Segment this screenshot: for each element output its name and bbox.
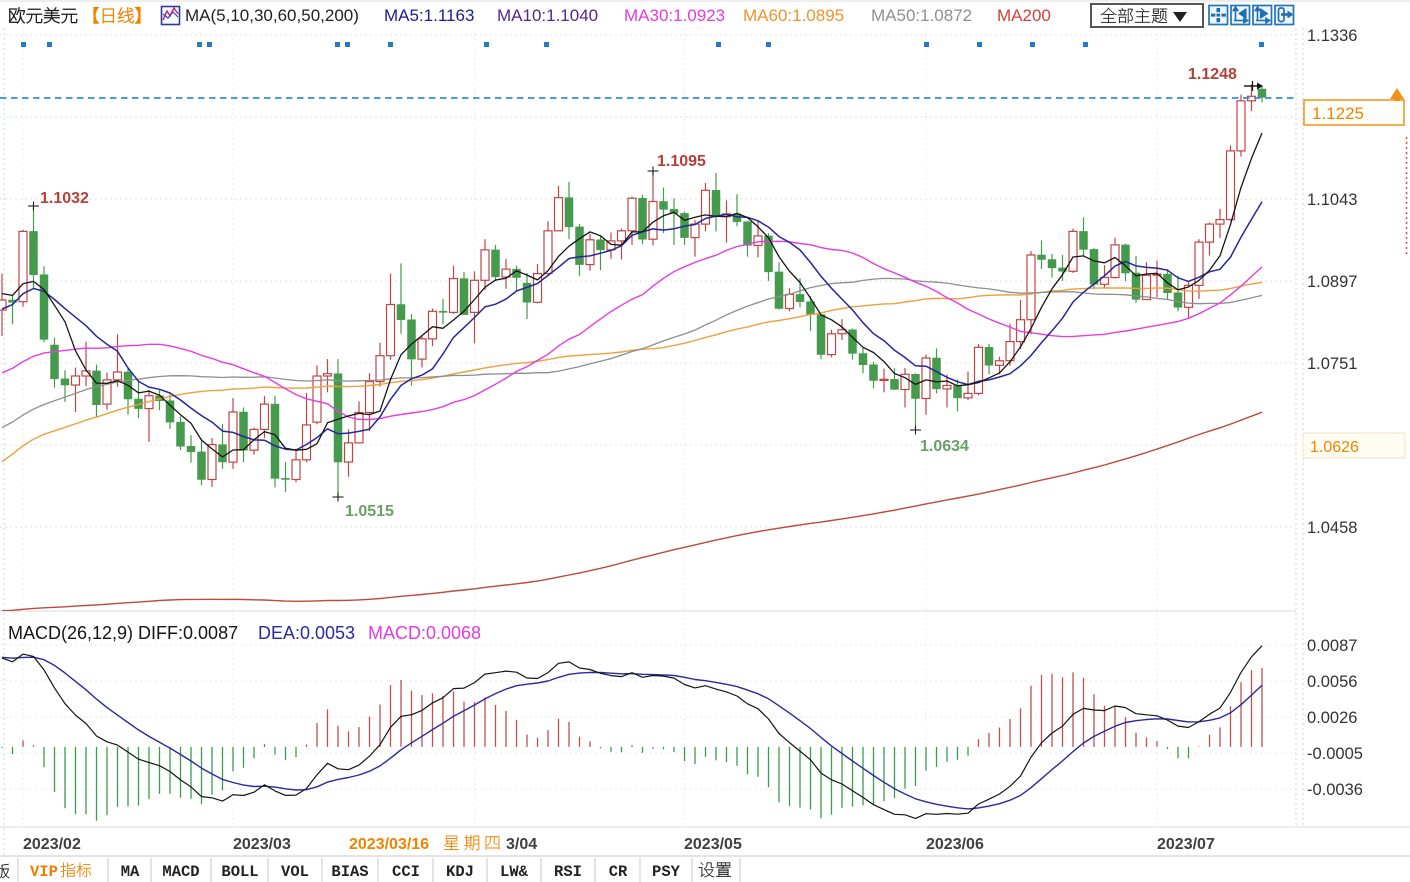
svg-text:3/04: 3/04: [506, 836, 537, 853]
svg-text:1.1225: 1.1225: [1312, 104, 1364, 123]
svg-text:VIP: VIP: [30, 863, 58, 881]
svg-text:2023/05: 2023/05: [684, 836, 742, 853]
svg-text:1.1043: 1.1043: [1307, 191, 1357, 209]
svg-text:2023/03: 2023/03: [233, 836, 291, 853]
svg-text:BOLL: BOLL: [221, 863, 258, 881]
svg-text:1.0515: 1.0515: [345, 503, 394, 520]
svg-text:DEA:0.0053: DEA:0.0053: [258, 623, 355, 643]
svg-text:PSY: PSY: [652, 863, 681, 881]
svg-text:1.1336: 1.1336: [1307, 27, 1357, 45]
svg-text:MACD: MACD: [162, 863, 199, 881]
svg-text:MA5:1.1163: MA5:1.1163: [384, 6, 474, 25]
svg-text:MACD(26,12,9) DIFF:0.0087: MACD(26,12,9) DIFF:0.0087: [8, 623, 238, 643]
svg-text:1.0897: 1.0897: [1307, 273, 1357, 291]
svg-text:1.0626: 1.0626: [1310, 439, 1359, 456]
svg-text:1.0634: 1.0634: [920, 438, 969, 455]
svg-text:RSI: RSI: [554, 863, 582, 881]
svg-text:MACD:0.0068: MACD:0.0068: [368, 623, 481, 643]
svg-text:MA30:1.0923: MA30:1.0923: [624, 6, 725, 25]
svg-text:LW&: LW&: [500, 863, 529, 881]
svg-text:MA50:1.0872: MA50:1.0872: [871, 6, 972, 25]
svg-text:MA(5,10,30,60,50,200): MA(5,10,30,60,50,200): [185, 6, 359, 25]
svg-text:1.1248: 1.1248: [1188, 66, 1237, 83]
svg-text:-0.0005: -0.0005: [1307, 745, 1363, 763]
svg-text:2023/02: 2023/02: [23, 836, 81, 853]
svg-text:0.0056: 0.0056: [1307, 673, 1357, 691]
svg-text:0.0026: 0.0026: [1307, 709, 1357, 727]
svg-text:CR: CR: [609, 863, 628, 881]
svg-text:2023/03/16: 2023/03/16: [349, 836, 429, 853]
svg-text:-0.0036: -0.0036: [1307, 781, 1363, 799]
svg-text:0.0087: 0.0087: [1307, 637, 1357, 655]
svg-text:KDJ: KDJ: [446, 863, 474, 881]
svg-text:1.0751: 1.0751: [1307, 355, 1357, 373]
svg-text:1.1032: 1.1032: [40, 190, 89, 207]
svg-text:1.0458: 1.0458: [1307, 519, 1357, 537]
svg-text:2023/06: 2023/06: [926, 836, 984, 853]
svg-text:VOL: VOL: [281, 863, 309, 881]
svg-text:2023/07: 2023/07: [1157, 836, 1215, 853]
svg-text:MA: MA: [121, 863, 140, 881]
svg-text:CCI: CCI: [392, 863, 420, 881]
svg-text:1.1095: 1.1095: [657, 153, 706, 170]
svg-text:BIAS: BIAS: [331, 863, 368, 881]
svg-text:MA10:1.1040: MA10:1.1040: [497, 6, 598, 25]
svg-text:MA200: MA200: [997, 6, 1051, 25]
svg-text:MA60:1.0895: MA60:1.0895: [743, 6, 844, 25]
